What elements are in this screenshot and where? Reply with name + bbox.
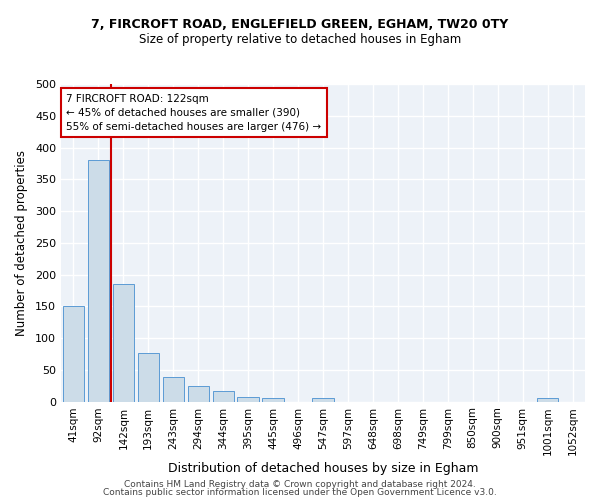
Bar	[137, 352, 159, 402]
Bar	[113, 284, 134, 402]
Bar	[238, 397, 259, 402]
Bar	[63, 306, 84, 402]
Text: 7, FIRCROFT ROAD, ENGLEFIELD GREEN, EGHAM, TW20 0TY: 7, FIRCROFT ROAD, ENGLEFIELD GREEN, EGHA…	[91, 18, 509, 30]
Bar	[163, 378, 184, 402]
Bar	[188, 386, 209, 402]
Bar	[262, 398, 284, 402]
Text: Contains public sector information licensed under the Open Government Licence v3: Contains public sector information licen…	[103, 488, 497, 497]
X-axis label: Distribution of detached houses by size in Egham: Distribution of detached houses by size …	[168, 462, 478, 475]
Bar	[313, 398, 334, 402]
Bar	[212, 392, 234, 402]
Y-axis label: Number of detached properties: Number of detached properties	[15, 150, 28, 336]
Bar	[537, 398, 558, 402]
Text: 7 FIRCROFT ROAD: 122sqm
← 45% of detached houses are smaller (390)
55% of semi-d: 7 FIRCROFT ROAD: 122sqm ← 45% of detache…	[66, 94, 321, 132]
Text: Size of property relative to detached houses in Egham: Size of property relative to detached ho…	[139, 32, 461, 46]
Bar	[88, 160, 109, 402]
Text: Contains HM Land Registry data © Crown copyright and database right 2024.: Contains HM Land Registry data © Crown c…	[124, 480, 476, 489]
